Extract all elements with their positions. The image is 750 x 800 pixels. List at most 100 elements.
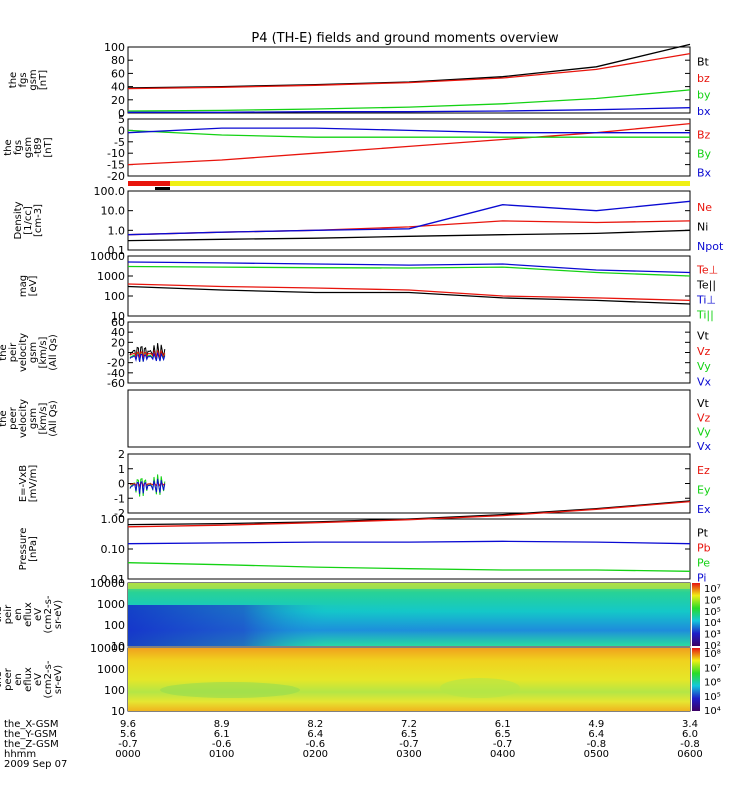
y-tick-label: 2 — [118, 448, 125, 461]
y-tick-label: -20 — [107, 170, 125, 183]
x-axis-value: 5.6 — [120, 729, 136, 740]
legend-entry: Pb — [697, 542, 711, 555]
series-line-Npot — [127, 200, 691, 236]
legend-entry: Bz — [697, 129, 711, 142]
velocity-burst-vz — [129, 349, 166, 360]
legend-entry: Pe — [697, 557, 710, 570]
x-axis-value: -0.8 — [587, 739, 607, 750]
panel-fgs_dsp: thefgsgsm-t89[nT] 50-5-10-15-20 Bz By Bx — [3, 113, 712, 183]
colorbar-tick-label: 10⁴ — [704, 706, 721, 717]
legend-entry: Bt — [697, 55, 710, 68]
series-line-bz — [127, 52, 691, 90]
panel-efield: E=-VxB[mV/m] 2 1 0-1 -2 Ez Ey Ex — [18, 448, 711, 520]
series-line-Ni — [127, 229, 691, 242]
legend-entry: Vx — [697, 440, 712, 453]
x-axis-row-label: the_Z-GSM — [4, 739, 59, 750]
y-tick-label: 100 — [104, 684, 125, 697]
x-axis-row-label: the_Y-GSM — [4, 729, 57, 740]
y-tick-label: -2 — [114, 507, 125, 520]
panel-frame — [127, 190, 691, 251]
y-tick-label: -20 — [107, 357, 125, 370]
y-tick-label: 0 — [118, 107, 125, 120]
y-tick-label: 40 — [111, 81, 125, 94]
colorbar-tick-label: 10³ — [704, 630, 721, 641]
electron-spectrogram — [128, 648, 690, 711]
panel-pressure: Pressure[nPa] 1.00 0.10 0.01 Pt Pb Pe Pi — [18, 500, 711, 586]
series-line-Bt — [127, 43, 691, 89]
y-tick-label: 0.10 — [101, 543, 126, 556]
legend-entry: Ti⊥ — [696, 294, 716, 307]
legend-entry: Ex — [697, 503, 711, 516]
series-line-bx — [128, 107, 691, 113]
colorbar-tick-label: 10⁴ — [704, 618, 721, 629]
y-tick-label: 10000 — [90, 250, 125, 263]
x-axis-value: 8.9 — [214, 719, 230, 730]
legend-entry: Ni — [697, 221, 708, 234]
colorbar-tick-label: 10⁵ — [704, 692, 721, 703]
legend-entry: Pt — [697, 527, 709, 540]
colorbar-tick-label: 10⁷ — [704, 663, 721, 674]
y-tick-label: 20 — [111, 336, 125, 349]
series-line-Bx — [127, 127, 690, 134]
y-tick-label: 40 — [111, 326, 125, 339]
y-axis-label: Pressure[nPa] — [18, 528, 39, 571]
y-axis-label: thepeervelocitygsm[km/s](All Qs) — [0, 399, 59, 438]
y-axis-label: Density[1/cc][cm-3] — [13, 201, 44, 239]
x-axis-ephemeris: the_X-GSM 9.6 8.9 8.2 7.2 6.1 4.9 3.4 the_Y-GSM 5… — [4, 719, 703, 770]
y-tick-label: 0.1 — [108, 244, 126, 257]
y-axis-label: thefgsgsm[nT] — [8, 69, 49, 90]
legend-entry: Vx — [697, 375, 712, 388]
y-tick-label: 0 — [118, 478, 125, 491]
colorbar-ion — [692, 583, 700, 646]
colorbar-electron — [692, 648, 700, 711]
y-axis-label: thepeirenefluxeV(cm2-s-sr-eV) — [0, 595, 64, 633]
legend-entry: Vy — [697, 360, 711, 373]
panel-frame — [127, 389, 691, 448]
x-axis-value: 0000 — [115, 749, 140, 760]
colorbar-tick-label: 10⁶ — [704, 678, 721, 689]
x-axis-value: -0.7 — [399, 739, 419, 750]
y-tick-label: 100 — [104, 290, 125, 303]
x-axis-value: 6.1 — [214, 729, 230, 740]
y-tick-label: 1000 — [97, 270, 125, 283]
legend-entry: Pi — [697, 572, 706, 585]
x-axis-value: 6.5 — [401, 729, 417, 740]
y-tick-label: 5 — [118, 113, 125, 126]
x-axis-value: 0500 — [584, 749, 609, 760]
colorbar-tick-label: 10⁵ — [704, 607, 721, 618]
x-axis-value: 6.1 — [495, 719, 511, 730]
y-tick-label: -60 — [107, 377, 125, 390]
ion-spectrogram — [128, 583, 690, 646]
efield-burst-ex — [129, 478, 166, 494]
y-tick-label: 100.0 — [94, 185, 126, 198]
legend-entry: by — [697, 88, 711, 101]
x-axis-value: 0300 — [396, 749, 421, 760]
y-tick-label: 10000 — [90, 642, 125, 655]
x-axis-value: 4.9 — [588, 719, 604, 730]
x-axis-row-label: hhmm — [4, 749, 36, 760]
series-line-Pi — [127, 540, 691, 545]
y-tick-label: 10000 — [90, 577, 125, 590]
y-axis-label: mag[eV] — [18, 275, 39, 297]
series-line-by — [127, 89, 691, 112]
panel-frame — [127, 321, 691, 384]
x-axis-value: 6.4 — [307, 729, 323, 740]
y-tick-label: -40 — [107, 367, 125, 380]
x-axis-value: -0.8 — [680, 739, 700, 750]
date-label: 2009 Sep 07 — [4, 759, 67, 770]
x-axis-value: 9.6 — [120, 719, 136, 730]
x-axis-value: 8.2 — [307, 719, 323, 730]
series-line-Ti⊥ — [127, 261, 691, 274]
y-axis-label: thepeirvelocitygsm[km/s](All Qs) — [0, 333, 59, 372]
panel-frame — [127, 118, 691, 177]
y-axis-label: thepeerenefluxeV(cm2-s-sr-eV) — [0, 660, 64, 698]
y-tick-label: 0 — [118, 347, 125, 360]
legend-entry: By — [697, 148, 712, 161]
legend-entry: Ne — [697, 201, 712, 214]
x-axis-value: 6.5 — [495, 729, 511, 740]
y-tick-label: 20 — [111, 94, 125, 107]
y-tick-label: 60 — [111, 316, 125, 329]
